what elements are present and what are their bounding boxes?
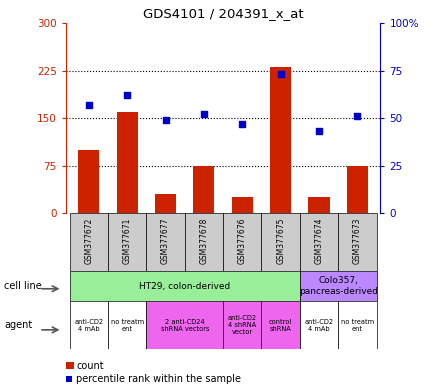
Text: agent: agent — [4, 320, 32, 331]
Bar — [309, 197, 329, 213]
Bar — [261, 213, 300, 271]
Text: no treatm
ent: no treatm ent — [341, 319, 374, 332]
Text: count: count — [76, 361, 104, 371]
Bar — [70, 271, 300, 301]
Bar — [270, 68, 291, 213]
Bar — [300, 271, 377, 301]
Text: GSM377673: GSM377673 — [353, 218, 362, 264]
Point — [85, 102, 92, 108]
Bar — [108, 213, 147, 271]
Point — [124, 92, 130, 98]
Title: GDS4101 / 204391_x_at: GDS4101 / 204391_x_at — [143, 7, 303, 20]
Bar — [108, 301, 147, 349]
Bar — [147, 301, 223, 349]
Text: GSM377674: GSM377674 — [314, 218, 323, 264]
Bar — [117, 112, 138, 213]
Point — [316, 128, 323, 134]
Text: GSM377672: GSM377672 — [85, 218, 94, 264]
Bar — [185, 213, 223, 271]
Text: GSM377671: GSM377671 — [123, 218, 132, 264]
Text: GSM377675: GSM377675 — [276, 218, 285, 264]
Point — [354, 113, 361, 119]
Bar — [155, 194, 176, 213]
Point — [239, 121, 246, 127]
Text: GSM377677: GSM377677 — [161, 218, 170, 264]
Bar — [223, 213, 261, 271]
Text: percentile rank within the sample: percentile rank within the sample — [76, 374, 241, 384]
Text: anti-CD2
4 shRNA
vector: anti-CD2 4 shRNA vector — [228, 315, 257, 336]
Text: GSM377676: GSM377676 — [238, 218, 247, 264]
Bar — [300, 301, 338, 349]
Bar — [300, 213, 338, 271]
Point — [201, 111, 207, 118]
Bar — [193, 166, 215, 213]
Point — [162, 117, 169, 123]
Bar — [338, 301, 377, 349]
Text: 2 anti-CD24
shRNA vectors: 2 anti-CD24 shRNA vectors — [161, 319, 209, 332]
Bar — [347, 166, 368, 213]
Text: GSM377678: GSM377678 — [199, 218, 208, 264]
Bar — [232, 197, 253, 213]
Bar — [147, 213, 185, 271]
Bar — [223, 301, 261, 349]
Bar — [78, 150, 99, 213]
Text: Colo357,
pancreas-derived: Colo357, pancreas-derived — [299, 276, 378, 296]
Text: no treatm
ent: no treatm ent — [110, 319, 144, 332]
Point — [277, 71, 284, 78]
Bar — [261, 301, 300, 349]
Bar — [70, 301, 108, 349]
Text: control
shRNA: control shRNA — [269, 319, 292, 332]
Text: HT29, colon-derived: HT29, colon-derived — [139, 281, 230, 291]
Text: anti-CD2
4 mAb: anti-CD2 4 mAb — [304, 319, 334, 332]
Text: anti-CD2
4 mAb: anti-CD2 4 mAb — [74, 319, 103, 332]
Bar — [70, 213, 108, 271]
Bar — [338, 213, 377, 271]
Text: cell line: cell line — [4, 281, 42, 291]
